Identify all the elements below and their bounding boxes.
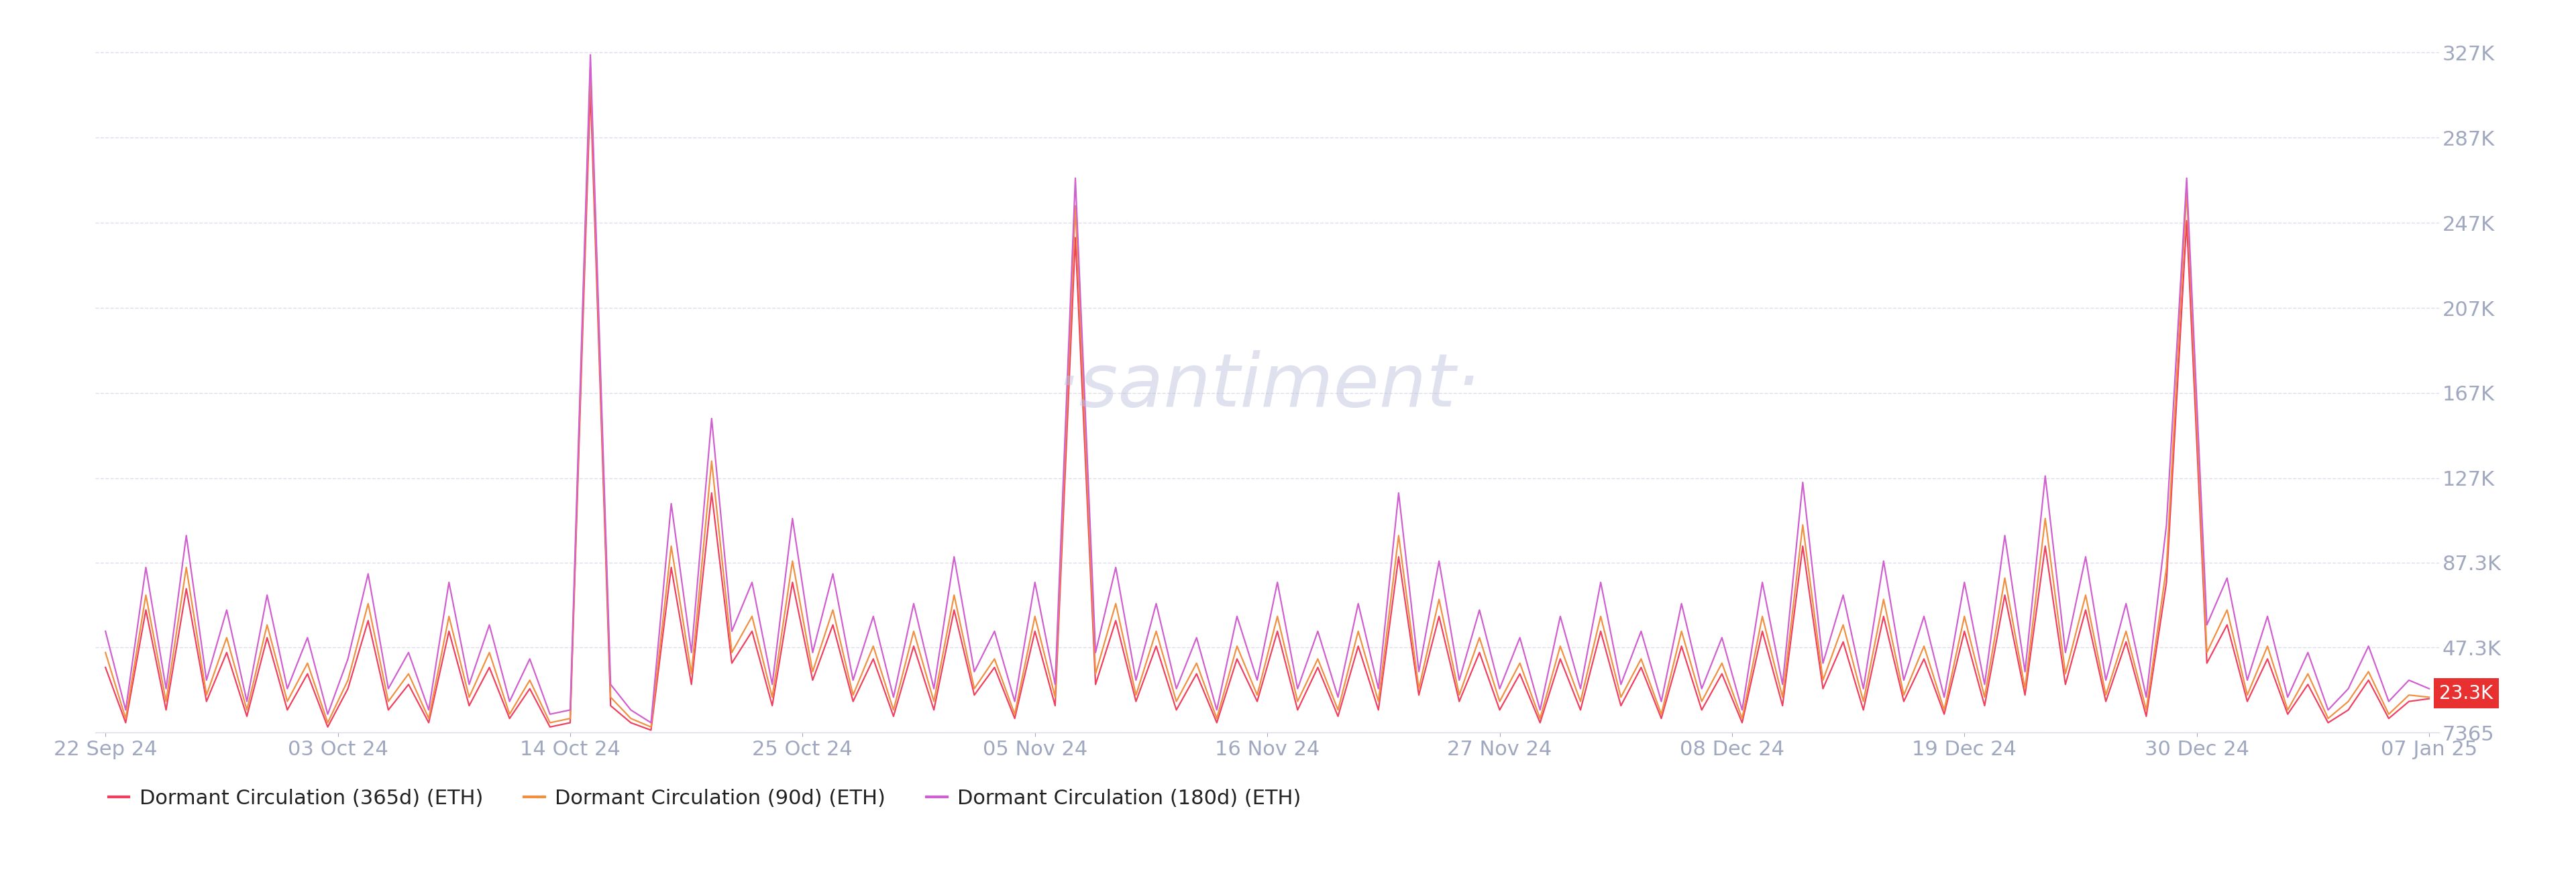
Text: ·santiment·: ·santiment· bbox=[1056, 350, 1479, 422]
Legend: Dormant Circulation (365d) (ETH), Dormant Circulation (90d) (ETH), Dormant Circu: Dormant Circulation (365d) (ETH), Dorman… bbox=[100, 780, 1309, 816]
Text: 23.3K: 23.3K bbox=[2439, 684, 2494, 703]
